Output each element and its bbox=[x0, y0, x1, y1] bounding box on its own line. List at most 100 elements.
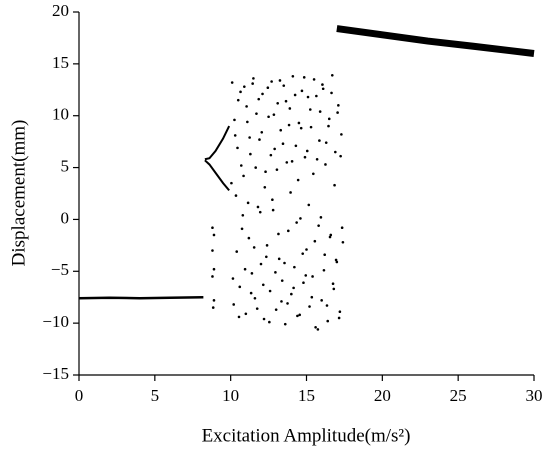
point bbox=[277, 257, 281, 261]
point bbox=[261, 92, 264, 96]
point bbox=[280, 279, 284, 282]
point bbox=[305, 149, 309, 153]
point bbox=[321, 87, 325, 91]
y-tick-label: −10 bbox=[42, 312, 69, 331]
point bbox=[276, 101, 279, 105]
point bbox=[302, 281, 305, 284]
point bbox=[296, 314, 299, 318]
point bbox=[331, 282, 335, 286]
point bbox=[310, 295, 314, 299]
point bbox=[292, 286, 295, 290]
point bbox=[288, 107, 292, 110]
x-axis-title: Excitation Amplitude(m/s²) bbox=[202, 425, 411, 446]
point bbox=[299, 217, 302, 220]
point bbox=[275, 168, 279, 171]
point bbox=[252, 77, 255, 80]
point bbox=[318, 110, 322, 113]
point bbox=[246, 201, 250, 205]
point bbox=[296, 178, 300, 182]
point bbox=[261, 283, 265, 287]
point bbox=[246, 120, 249, 124]
point bbox=[249, 152, 252, 156]
point bbox=[303, 155, 307, 159]
point bbox=[266, 86, 270, 90]
y-tick-label: −15 bbox=[42, 364, 69, 383]
point bbox=[255, 112, 258, 115]
point bbox=[298, 313, 301, 317]
branch-line bbox=[336, 25, 535, 57]
point bbox=[316, 328, 320, 331]
point bbox=[337, 104, 340, 107]
point bbox=[326, 319, 330, 323]
point bbox=[305, 248, 308, 251]
point bbox=[233, 118, 236, 122]
point bbox=[262, 317, 266, 321]
point bbox=[248, 136, 251, 139]
point bbox=[273, 147, 276, 151]
point bbox=[271, 198, 274, 202]
point bbox=[324, 163, 327, 166]
point bbox=[309, 125, 313, 129]
point bbox=[212, 267, 216, 271]
point bbox=[265, 244, 269, 247]
point bbox=[243, 267, 247, 271]
point bbox=[319, 216, 323, 219]
point bbox=[257, 97, 261, 101]
point bbox=[335, 260, 339, 264]
point bbox=[332, 287, 336, 291]
point bbox=[268, 289, 272, 293]
point bbox=[340, 226, 344, 230]
point bbox=[264, 170, 267, 174]
point bbox=[277, 232, 280, 236]
point bbox=[271, 208, 275, 212]
point bbox=[263, 185, 267, 189]
point bbox=[212, 299, 216, 302]
point bbox=[289, 191, 292, 194]
point bbox=[244, 312, 248, 316]
point bbox=[280, 300, 283, 303]
y-axis-title: Displacement(mm) bbox=[8, 120, 29, 267]
point bbox=[293, 265, 296, 269]
point bbox=[302, 76, 306, 79]
point bbox=[330, 73, 334, 77]
point bbox=[322, 268, 326, 272]
point bbox=[249, 291, 253, 295]
point bbox=[317, 224, 320, 227]
point bbox=[234, 194, 238, 197]
branch-line bbox=[204, 125, 231, 161]
point bbox=[235, 250, 239, 253]
point bbox=[272, 113, 276, 116]
y-tick-label: 0 bbox=[61, 208, 70, 227]
point bbox=[211, 306, 215, 309]
point bbox=[286, 302, 289, 305]
point bbox=[239, 164, 243, 167]
point bbox=[241, 213, 245, 217]
point bbox=[251, 82, 254, 85]
point bbox=[313, 239, 317, 243]
x-tick-label: 0 bbox=[75, 386, 84, 405]
y-tick-label: 5 bbox=[61, 156, 70, 175]
point bbox=[252, 246, 256, 249]
point bbox=[334, 150, 337, 154]
point bbox=[330, 91, 333, 95]
point bbox=[291, 75, 295, 78]
point bbox=[269, 153, 273, 157]
point bbox=[324, 141, 328, 144]
point bbox=[211, 275, 214, 278]
point bbox=[274, 271, 277, 274]
point bbox=[293, 93, 297, 97]
point bbox=[239, 90, 242, 94]
branch-line bbox=[204, 159, 230, 192]
point bbox=[339, 154, 342, 158]
point bbox=[297, 121, 301, 125]
point bbox=[328, 235, 332, 239]
point bbox=[323, 253, 327, 256]
point bbox=[290, 160, 294, 163]
point bbox=[254, 166, 257, 169]
point bbox=[340, 133, 343, 136]
point bbox=[337, 316, 341, 320]
point bbox=[287, 123, 291, 127]
point bbox=[318, 139, 321, 142]
point bbox=[307, 203, 311, 207]
